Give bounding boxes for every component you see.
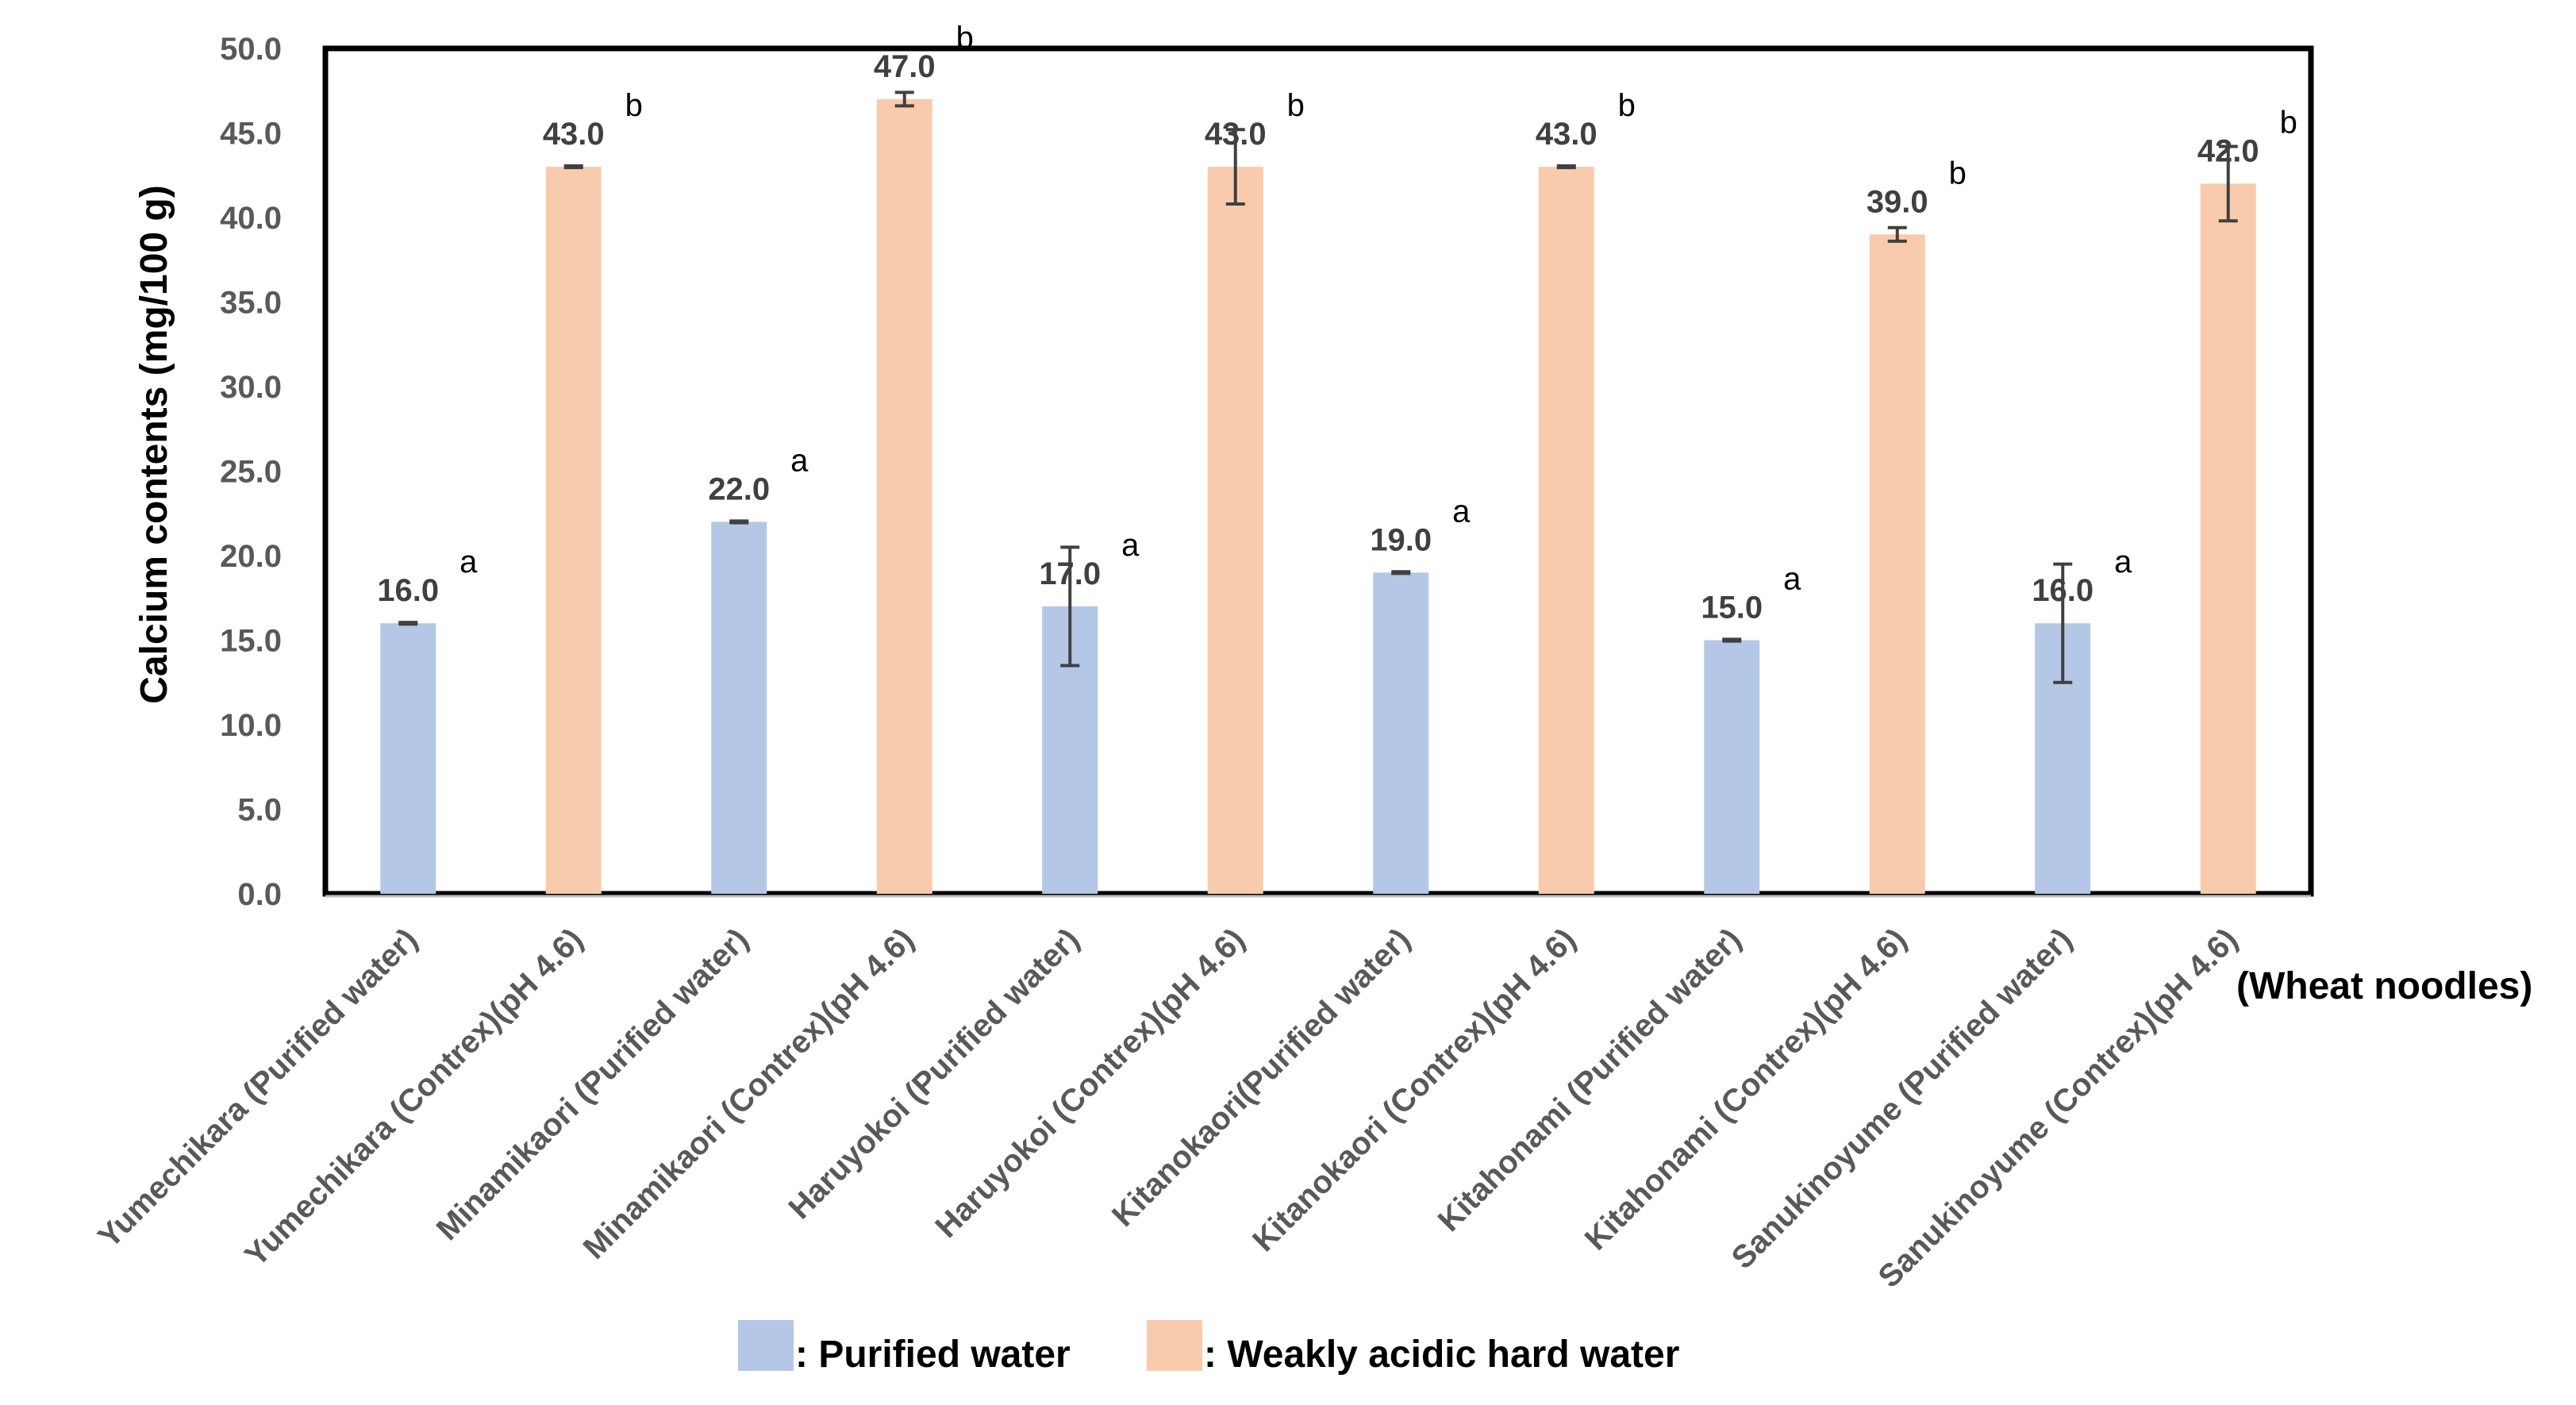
error-bar <box>1060 545 1080 668</box>
data-label: 16.0 <box>377 573 439 608</box>
error-bar <box>1887 225 1907 243</box>
bar <box>545 167 602 895</box>
significance-letter: a <box>1783 562 1801 597</box>
bar <box>1538 167 1594 895</box>
error-bar <box>729 519 749 525</box>
error-bar <box>2053 562 2073 684</box>
y-tick-label: 10.0 <box>220 708 282 743</box>
x-tick-label: Kitanokaori(Purified water) <box>1105 922 1417 1234</box>
y-tick-label: 0.0 <box>237 877 282 912</box>
significance-letter: a <box>790 443 809 478</box>
data-labels-group: 16.0 43.0 22.0 47.0 17.0 43.0 19.0 43.0 15.0 39.0… <box>377 49 2259 626</box>
data-label: 42.0 <box>2197 133 2259 168</box>
bar <box>380 623 436 894</box>
data-label: 16.0 <box>2032 573 2093 608</box>
y-tick-label: 15.0 <box>220 624 282 659</box>
x-tick-label: Haruyokoi (Contrex)(pH 4.6) <box>929 922 1251 1245</box>
y-tick-label: 20.0 <box>220 539 282 574</box>
error-bar <box>1556 164 1576 170</box>
data-label: 15.0 <box>1701 591 1763 626</box>
data-label: 17.0 <box>1039 556 1101 591</box>
bar <box>1869 234 1925 894</box>
legend-swatch-weakly-acidic-hard-water <box>1147 1320 1202 1371</box>
x-axis-title: (Wheat noodles) <box>2236 965 2532 1007</box>
plot-border <box>322 45 2314 897</box>
y-tick-label: 5.0 <box>237 793 282 828</box>
x-tick-label: Yumechikara (Contrex)(pH 4.6) <box>238 922 590 1273</box>
y-tick-label: 45.0 <box>220 117 282 152</box>
bar <box>1704 640 1760 894</box>
data-label: 19.0 <box>1370 522 1432 557</box>
significance-letter: b <box>1287 88 1305 123</box>
y-tick-label: 35.0 <box>220 286 282 321</box>
significance-letter: b <box>956 21 974 56</box>
error-bars-group <box>398 90 2238 684</box>
significance-letter: b <box>1618 88 1636 123</box>
y-axis-title: Calcium contents (mg/100 g) <box>133 185 175 703</box>
bar <box>2200 183 2256 894</box>
significance-letter: b <box>625 88 643 123</box>
x-tick-label: Sanukinoyume (Contrex)(pH 4.6) <box>1872 922 2245 1295</box>
significance-letter: a <box>1121 528 1140 563</box>
error-bar <box>563 164 583 170</box>
significance-letter: a <box>2114 545 2132 579</box>
y-tick-label: 50.0 <box>220 32 282 67</box>
legend: : Purified water : Weakly acidic hard wa… <box>738 1320 1679 1376</box>
error-bar <box>398 621 418 626</box>
x-tick-label: Minamikaori (Purified water) <box>430 922 755 1247</box>
significance-letter: b <box>2280 105 2297 140</box>
data-label: 47.0 <box>874 49 936 84</box>
data-label: 22.0 <box>708 472 770 506</box>
bar <box>876 98 932 894</box>
error-bar <box>1391 570 1411 575</box>
y-axis-ticks: 0.0 5.0 10.0 15.0 20.0 25.0 30.0 35.0 40.0 45.0 50… <box>220 32 282 912</box>
y-tick-label: 30.0 <box>220 370 282 405</box>
x-tick-label: Kitahonami (Contrex)(pH 4.6) <box>1578 922 1913 1257</box>
x-tick-label: Kitahonami (Purified water) <box>1432 922 1748 1238</box>
data-label: 39.0 <box>1867 184 1928 219</box>
significance-letters-group: a b a b a b a b a b a b <box>459 21 2297 597</box>
data-label: 43.0 <box>543 117 605 152</box>
x-tick-label: Kitanokaori (Contrex)(pH 4.6) <box>1246 922 1582 1258</box>
legend-label-weakly-acidic-hard-water: : Weakly acidic hard water <box>1204 1334 1679 1376</box>
bar <box>1373 572 1429 894</box>
plot-frame-group <box>322 45 2314 898</box>
significance-letter: a <box>459 545 478 579</box>
bar <box>711 522 767 894</box>
legend-label-purified-water: : Purified water <box>795 1334 1071 1376</box>
legend-swatch-purified-water <box>738 1320 794 1371</box>
significance-letter: b <box>1949 156 1967 191</box>
x-tick-label: Yumechikara (Purified water) <box>91 922 424 1254</box>
x-axis-ticks: Yumechikara (Purified water)Yumechikara … <box>91 922 2244 1295</box>
significance-letter: a <box>1452 494 1471 529</box>
error-bar <box>894 90 914 108</box>
bars-group <box>380 98 2256 895</box>
data-label: 43.0 <box>1536 117 1598 152</box>
y-tick-label: 40.0 <box>220 201 282 236</box>
x-tick-label: Minamikaori (Contrex)(pH 4.6) <box>577 922 921 1265</box>
bar <box>1207 167 1263 895</box>
error-bar <box>2218 144 2238 223</box>
data-label: 43.0 <box>1205 117 1267 152</box>
x-tick-label: Haruyokoi (Purified water) <box>782 922 1086 1226</box>
error-bar <box>1225 128 1245 206</box>
x-tick-label: Sanukinoyume (Purified water) <box>1725 922 2079 1276</box>
y-tick-label: 25.0 <box>220 455 282 490</box>
error-bar <box>1722 637 1742 643</box>
